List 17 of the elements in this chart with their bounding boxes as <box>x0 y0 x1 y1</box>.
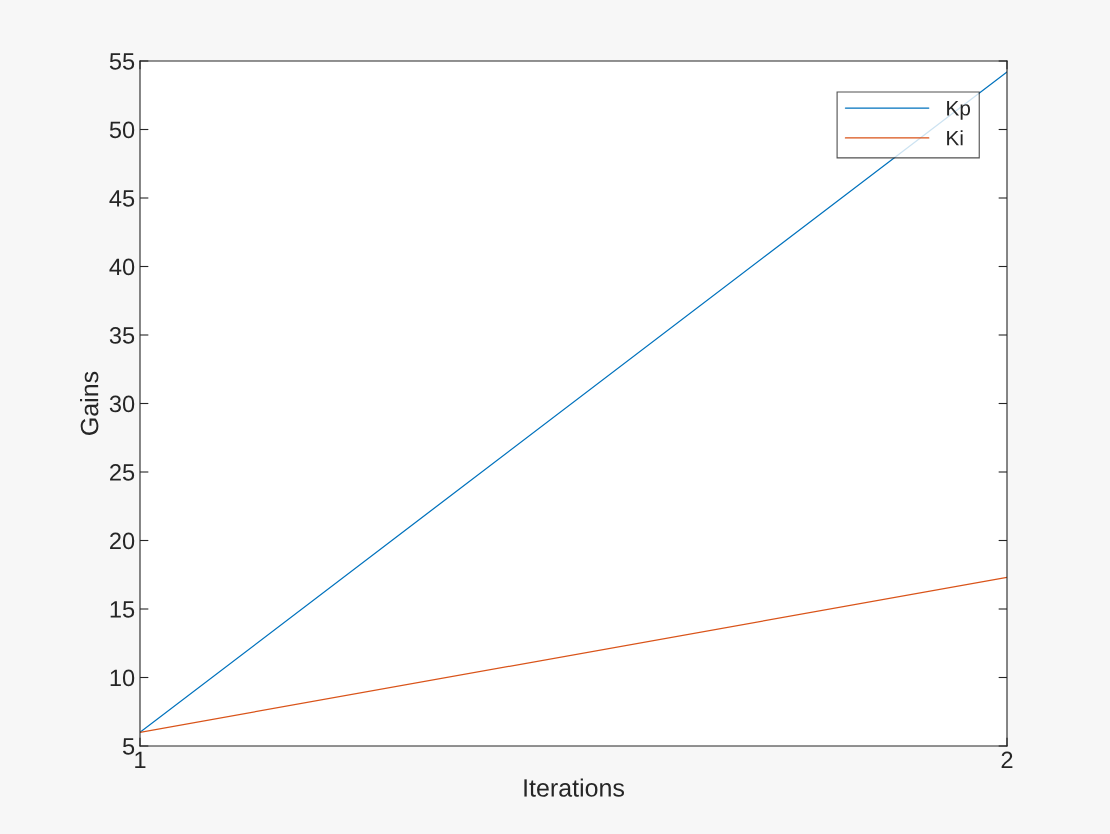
legend-label: Kp <box>947 101 971 120</box>
y-tick-label: 25 <box>110 464 135 481</box>
x-tick-label: 1 <box>135 751 146 768</box>
y-tick-label: 15 <box>110 601 135 618</box>
y-axis-title: Gains <box>80 371 99 435</box>
y-tick-label: 45 <box>109 190 135 207</box>
y-tick-label: 10 <box>110 669 135 687</box>
y-tick-label: 5 <box>122 738 135 755</box>
y-tick-label: 20 <box>110 532 135 550</box>
legend-label: Ki <box>947 130 963 146</box>
y-tick-label: 50 <box>109 121 135 139</box>
y-tick-label: 40 <box>109 258 135 276</box>
y-tick-label: 30 <box>109 395 135 413</box>
x-axis-title: Iterations <box>524 778 625 797</box>
y-tick-label: 55 <box>109 53 135 70</box>
x-tick-label: 2 <box>1001 751 1013 768</box>
y-tick-label: 35 <box>109 327 135 344</box>
